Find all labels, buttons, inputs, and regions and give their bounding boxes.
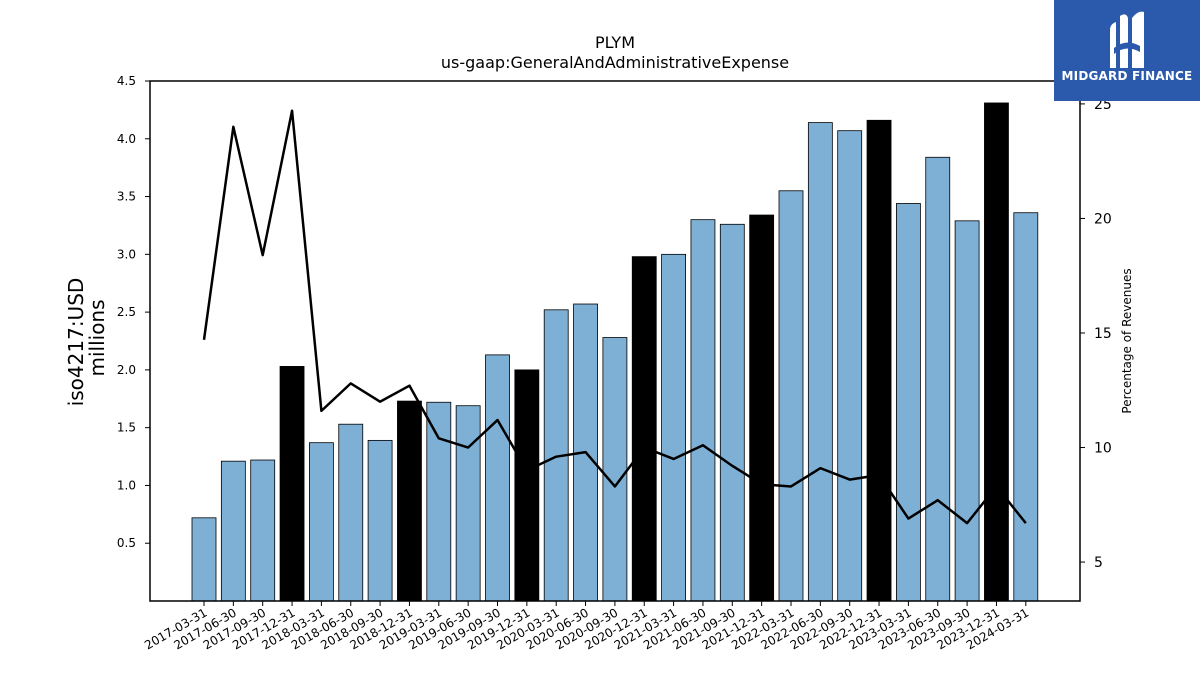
y2-tick-label: 5 xyxy=(1094,555,1103,571)
bar-2021-03-31 xyxy=(661,253,686,602)
bar-2017-09-30 xyxy=(250,459,276,602)
midgard-logo-icon xyxy=(1110,11,1144,69)
y-tick-label: 1.5 xyxy=(117,421,136,435)
y2-tick-label: 15 xyxy=(1094,326,1112,342)
bar-2018-12-31 xyxy=(397,400,422,602)
brand-name: MIDGARD FINANCE xyxy=(1061,69,1193,83)
y-tick-label: 1.0 xyxy=(117,478,136,492)
bar-2021-09-30 xyxy=(719,223,745,602)
bar-2019-12-31 xyxy=(514,369,540,602)
y2-tick-label: 10 xyxy=(1094,441,1112,457)
y2-axis-label: Percentage of Revenues xyxy=(1120,268,1134,413)
y-tick-label: 2.0 xyxy=(117,363,136,377)
y-axis-ticks: 0.5 1.0 1.5 2.0 2.5 3.0 3.5 4.0 4.5 xyxy=(117,74,150,550)
y2-tick-label: 20 xyxy=(1094,211,1112,227)
bars xyxy=(191,102,1039,602)
chart-subtitle: us-gaap:GeneralAndAdministrativeExpense xyxy=(441,53,789,72)
bar-2018-09-30 xyxy=(367,439,393,602)
bar-2018-06-30 xyxy=(338,423,364,602)
bar-2020-09-30 xyxy=(602,337,628,602)
bar-2020-12-31 xyxy=(631,256,657,602)
y-tick-label: 3.5 xyxy=(117,190,136,204)
bar-2024-03-31 xyxy=(1013,212,1039,602)
y-axis-label: iso4217:USD xyxy=(64,278,88,407)
y-tick-label: 4.5 xyxy=(117,74,136,88)
bar-2023-09-30 xyxy=(954,220,980,602)
x-axis-ticks: 2017-03-312017-06-302017-09-302017-12-31… xyxy=(142,601,1031,652)
bar-2023-03-31 xyxy=(896,203,921,602)
chart-title: PLYM xyxy=(595,33,635,52)
percentage-of-revenues-line xyxy=(202,109,1027,525)
brand-logo: MIDGARD FINANCE xyxy=(1054,0,1200,101)
bar-2019-06-30 xyxy=(455,405,481,602)
y-tick-label: 4.0 xyxy=(117,132,136,146)
bar-2019-09-30 xyxy=(485,354,510,602)
bar-2022-03-31 xyxy=(778,190,804,602)
bar-2022-12-31 xyxy=(866,119,892,602)
bar-2017-03-31 xyxy=(191,517,217,602)
bar-2019-03-31 xyxy=(426,401,452,602)
y-tick-label: 0.5 xyxy=(117,536,136,550)
bar-2022-06-30 xyxy=(807,122,833,602)
bar-2017-06-30 xyxy=(220,460,246,602)
bar-2021-06-30 xyxy=(690,219,716,602)
y-tick-label: 2.5 xyxy=(117,305,136,319)
bar-2023-06-30 xyxy=(925,156,951,602)
bar-2017-12-31 xyxy=(279,366,305,602)
y-axis-unit: millions xyxy=(85,299,109,376)
bar-2023-12-31 xyxy=(984,102,1009,602)
bar-2018-03-31 xyxy=(308,442,334,602)
bar-2022-09-30 xyxy=(837,130,863,602)
y-tick-label: 3.0 xyxy=(117,247,136,261)
bar-2021-12-31 xyxy=(749,214,775,602)
